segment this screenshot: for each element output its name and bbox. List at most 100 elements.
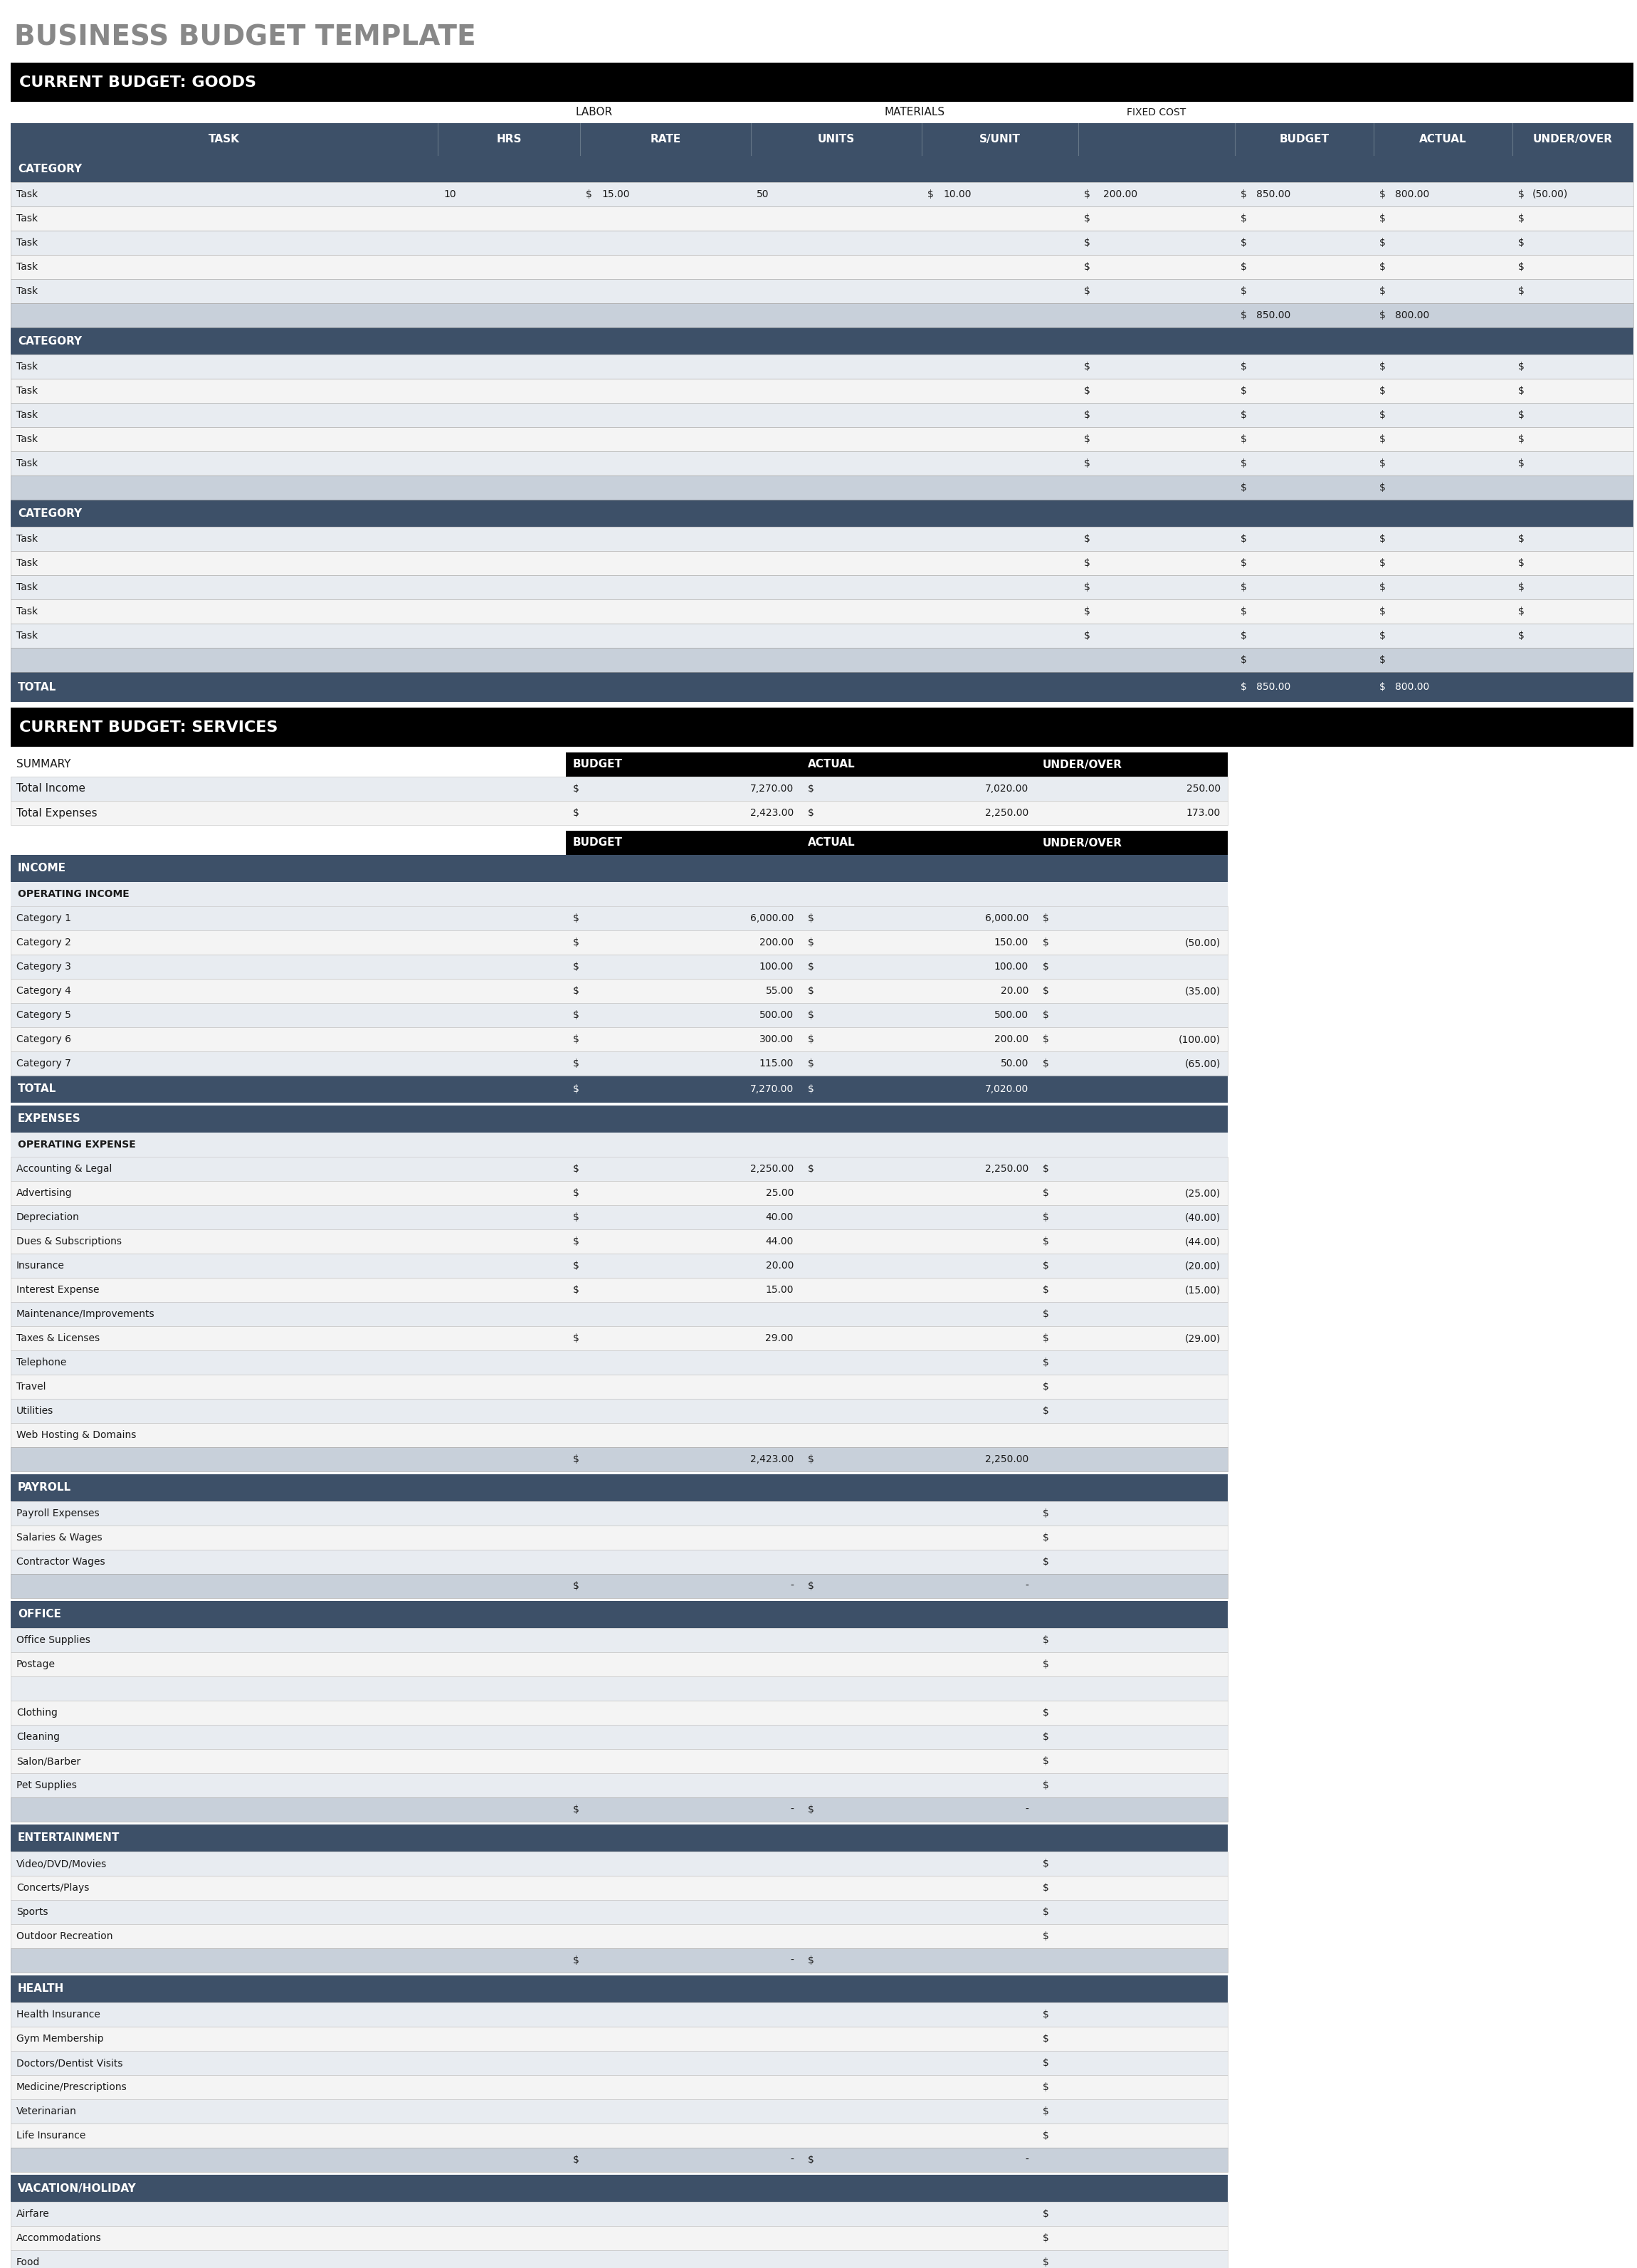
Text: $: $ — [1380, 606, 1385, 617]
Bar — [11, 2225, 1228, 2250]
Text: $: $ — [573, 1805, 579, 1814]
Bar — [11, 1002, 1228, 1027]
Bar — [11, 1229, 1228, 1254]
Bar — [11, 1349, 1228, 1374]
Bar — [11, 576, 1634, 599]
Text: $: $ — [573, 1163, 579, 1175]
Text: INCOME: INCOME — [18, 864, 65, 873]
Bar — [11, 231, 1634, 254]
Bar — [11, 1526, 1228, 1549]
Text: 500.00: 500.00 — [760, 1009, 794, 1021]
Text: $: $ — [573, 1009, 579, 1021]
Text: Task: Task — [16, 583, 38, 592]
Bar — [11, 2148, 1228, 2173]
Text: 25.00: 25.00 — [766, 1188, 794, 1198]
Bar — [11, 1799, 1228, 1821]
Text: (65.00): (65.00) — [1185, 1059, 1221, 1068]
Bar — [11, 254, 1634, 279]
Bar — [11, 526, 1634, 551]
Bar — [11, 1526, 1228, 1549]
Bar — [11, 1399, 1228, 1422]
Text: $: $ — [1241, 286, 1247, 297]
Text: 7,020.00: 7,020.00 — [985, 1084, 1028, 1093]
Text: Task: Task — [16, 213, 38, 225]
Bar — [11, 551, 1634, 576]
Bar — [11, 649, 1634, 671]
Bar — [11, 930, 1228, 955]
Bar — [11, 122, 1634, 154]
Text: $: $ — [1241, 263, 1247, 272]
Text: $: $ — [1084, 433, 1090, 445]
Text: VACATION/HOLIDAY: VACATION/HOLIDAY — [18, 2182, 136, 2193]
Text: $: $ — [1043, 2257, 1049, 2268]
Text: $: $ — [1084, 533, 1090, 544]
Text: $: $ — [1380, 311, 1385, 320]
Text: $: $ — [1084, 558, 1090, 567]
Text: 29.00: 29.00 — [766, 1334, 794, 1343]
Bar — [11, 1422, 1228, 1447]
Text: Health Insurance: Health Insurance — [16, 2009, 100, 2019]
Text: $: $ — [1517, 583, 1524, 592]
Text: Task: Task — [16, 631, 38, 640]
Text: Food: Food — [16, 2257, 41, 2268]
Bar — [11, 1651, 1228, 1676]
Text: 2,250.00: 2,250.00 — [750, 1163, 794, 1175]
Bar — [11, 154, 1634, 181]
Text: -: - — [1025, 2155, 1028, 2164]
Bar — [11, 1182, 1228, 1204]
Bar — [11, 1474, 1228, 1501]
Text: Category 7: Category 7 — [16, 1059, 70, 1068]
Bar — [11, 1075, 1228, 1102]
Bar — [11, 1701, 1228, 1726]
Text: $: $ — [1380, 631, 1385, 640]
Text: $: $ — [1043, 1163, 1049, 1175]
Text: $: $ — [1380, 683, 1385, 692]
Text: $: $ — [1043, 2234, 1049, 2243]
Text: 800.00: 800.00 — [1395, 188, 1429, 200]
Text: TASK: TASK — [208, 134, 239, 145]
Text: $: $ — [1380, 558, 1385, 567]
Text: $: $ — [1380, 655, 1385, 665]
Bar — [11, 624, 1634, 649]
Bar — [11, 1876, 1228, 1901]
Text: 50: 50 — [756, 188, 769, 200]
Bar — [11, 2028, 1228, 2050]
Bar — [11, 1302, 1228, 1327]
Text: Dues & Subscriptions: Dues & Subscriptions — [16, 1236, 121, 1247]
Text: ENTERTAINMENT: ENTERTAINMENT — [18, 1833, 120, 1844]
Text: PAYROLL: PAYROLL — [18, 1483, 72, 1492]
Bar — [11, 1422, 1228, 1447]
Text: Depreciation: Depreciation — [16, 1213, 80, 1222]
Text: $: $ — [1517, 558, 1524, 567]
Bar — [11, 1027, 1228, 1052]
Bar — [11, 1229, 1228, 1254]
Text: BUDGET: BUDGET — [1280, 134, 1329, 145]
Bar — [11, 1327, 1228, 1349]
Bar — [11, 1501, 1228, 1526]
Text: Total Income: Total Income — [16, 782, 85, 794]
Text: $: $ — [573, 1261, 579, 1270]
Bar — [11, 1374, 1228, 1399]
Text: $: $ — [807, 2155, 814, 2164]
Text: $: $ — [573, 807, 579, 819]
Text: $: $ — [1043, 1188, 1049, 1198]
Text: 10.00: 10.00 — [943, 188, 971, 200]
Text: 2,423.00: 2,423.00 — [750, 1454, 794, 1465]
Text: $: $ — [573, 1059, 579, 1068]
Bar — [11, 1948, 1228, 1973]
Text: -: - — [791, 1955, 794, 1966]
Text: $: $ — [573, 1286, 579, 1295]
Bar — [11, 1574, 1228, 1599]
Bar — [11, 279, 1634, 304]
Text: Clothing: Clothing — [16, 1708, 57, 1717]
Text: OFFICE: OFFICE — [18, 1610, 61, 1619]
Text: $: $ — [1380, 433, 1385, 445]
Bar — [11, 426, 1634, 451]
Text: Insurance: Insurance — [16, 1261, 65, 1270]
Text: $: $ — [1043, 1755, 1049, 1767]
Bar — [11, 1182, 1228, 1204]
Bar — [11, 1447, 1228, 1472]
Text: $: $ — [573, 1334, 579, 1343]
Text: Maintenance/Improvements: Maintenance/Improvements — [16, 1309, 156, 1320]
Bar — [11, 907, 1228, 930]
